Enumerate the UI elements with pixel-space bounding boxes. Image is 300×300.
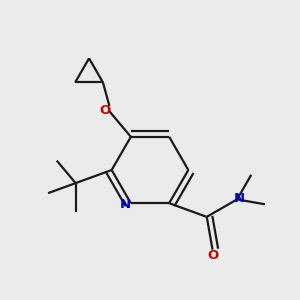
Text: N: N: [234, 192, 245, 205]
Text: O: O: [207, 249, 218, 262]
Text: O: O: [100, 104, 111, 117]
Text: N: N: [119, 198, 130, 211]
